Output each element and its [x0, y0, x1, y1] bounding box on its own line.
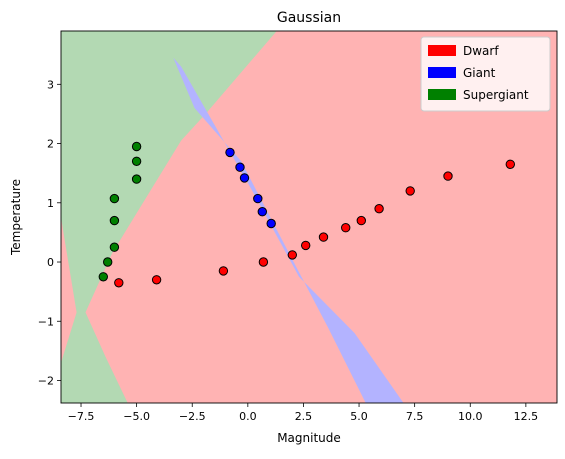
chart-title: Gaussian	[277, 10, 341, 26]
point-dwarf	[374, 204, 384, 214]
x-axis-label: Magnitude	[277, 431, 341, 445]
point-dwarf	[258, 257, 269, 267]
y-tick-label: −1	[38, 315, 54, 328]
point-dwarf	[114, 278, 124, 288]
data-points	[98, 141, 515, 288]
legend-swatch-supergiant	[428, 89, 456, 100]
point-giant	[253, 193, 263, 204]
x-tick-label: 5.0	[350, 410, 368, 423]
point-supergiant	[103, 257, 113, 267]
point-supergiant	[131, 156, 142, 167]
point-giant	[239, 173, 250, 183]
point-dwarf	[443, 171, 453, 181]
point-supergiant	[109, 242, 120, 252]
point-supergiant	[131, 141, 142, 152]
x-tick-label: −2.5	[179, 410, 206, 423]
point-dwarf	[356, 215, 366, 226]
x-axis-ticks: −7.5 −5.0 −2.5 0.0 2.5 5.0 7.5 10.0 12.5	[68, 403, 538, 423]
point-supergiant	[109, 215, 120, 226]
point-dwarf	[318, 232, 329, 242]
x-tick-label: 7.5	[406, 410, 424, 423]
point-giant	[257, 207, 267, 217]
point-dwarf	[341, 223, 351, 233]
y-axis-label: Temperature	[9, 179, 23, 256]
x-tick-label: 12.5	[514, 410, 539, 423]
y-tick-label: 3	[47, 78, 54, 91]
point-supergiant	[98, 272, 109, 282]
plot-frame	[60, 30, 558, 404]
point-giant	[225, 147, 235, 158]
point-giant	[266, 218, 276, 229]
y-tick-label: 1	[47, 197, 54, 210]
point-supergiant	[131, 174, 142, 184]
legend: Dwarf Giant Supergiant	[420, 36, 551, 112]
point-supergiant	[109, 193, 120, 204]
region-supergiant	[61, 31, 277, 403]
y-tick-label: 0	[47, 256, 54, 269]
point-giant	[235, 162, 245, 172]
y-tick-label: −2	[38, 374, 54, 387]
x-tick-label: 10.0	[458, 410, 483, 423]
decision-regions	[61, 31, 557, 403]
point-dwarf	[151, 275, 162, 285]
y-axis-ticks: −2 −1 0 1 2 3	[38, 78, 61, 387]
legend-swatch-dwarf	[428, 45, 456, 56]
legend-label-dwarf: Dwarf	[463, 44, 499, 58]
legend-label-giant: Giant	[463, 66, 496, 80]
point-dwarf	[505, 159, 515, 170]
point-dwarf	[405, 186, 415, 196]
x-tick-label: 0.0	[239, 410, 257, 423]
legend-label-supergiant: Supergiant	[463, 88, 529, 102]
x-tick-label: 2.5	[295, 410, 313, 423]
y-tick-label: 2	[47, 138, 54, 151]
x-tick-label: −5.0	[123, 410, 150, 423]
point-dwarf	[287, 250, 297, 260]
point-dwarf	[218, 266, 229, 276]
point-dwarf	[301, 240, 311, 251]
legend-swatch-giant	[428, 67, 456, 78]
x-tick-label: −7.5	[68, 410, 95, 423]
